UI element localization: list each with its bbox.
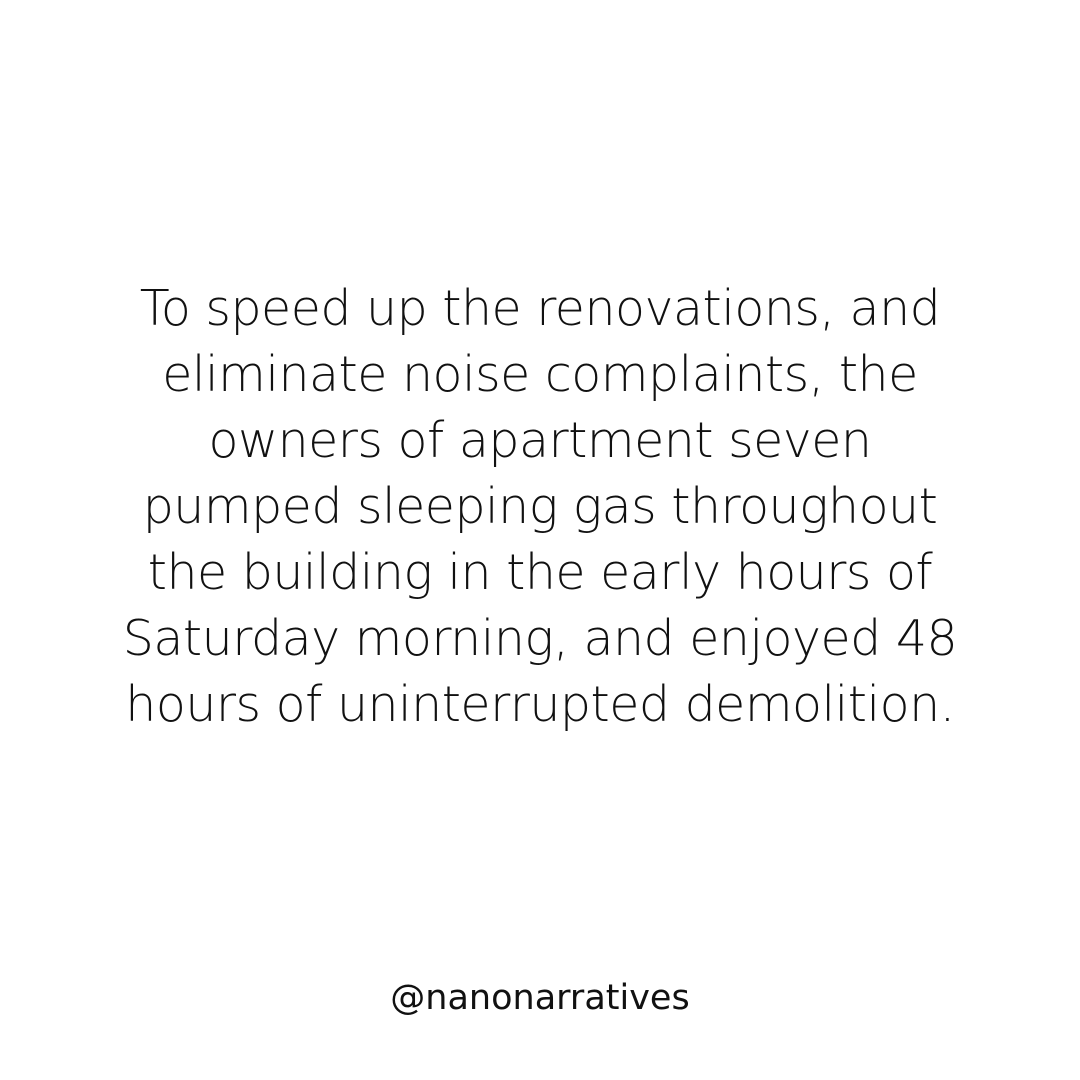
story-line: the building in the early hours of [147,544,933,601]
story-text: To speed up the renovations, and elimina… [60,276,1020,738]
story-line: Saturday morning, and enjoyed 48 [122,610,958,667]
story-line: eliminate noise complaints, the [162,346,918,403]
story-line: pumped sleeping gas throughout [142,478,938,535]
author-handle: @nanonarratives [390,978,690,1018]
story-line: owners of apartment seven [208,412,872,469]
story-line: To speed up the renovations, and [139,280,941,337]
story-line: hours of uninterrupted demolition. [125,676,955,733]
